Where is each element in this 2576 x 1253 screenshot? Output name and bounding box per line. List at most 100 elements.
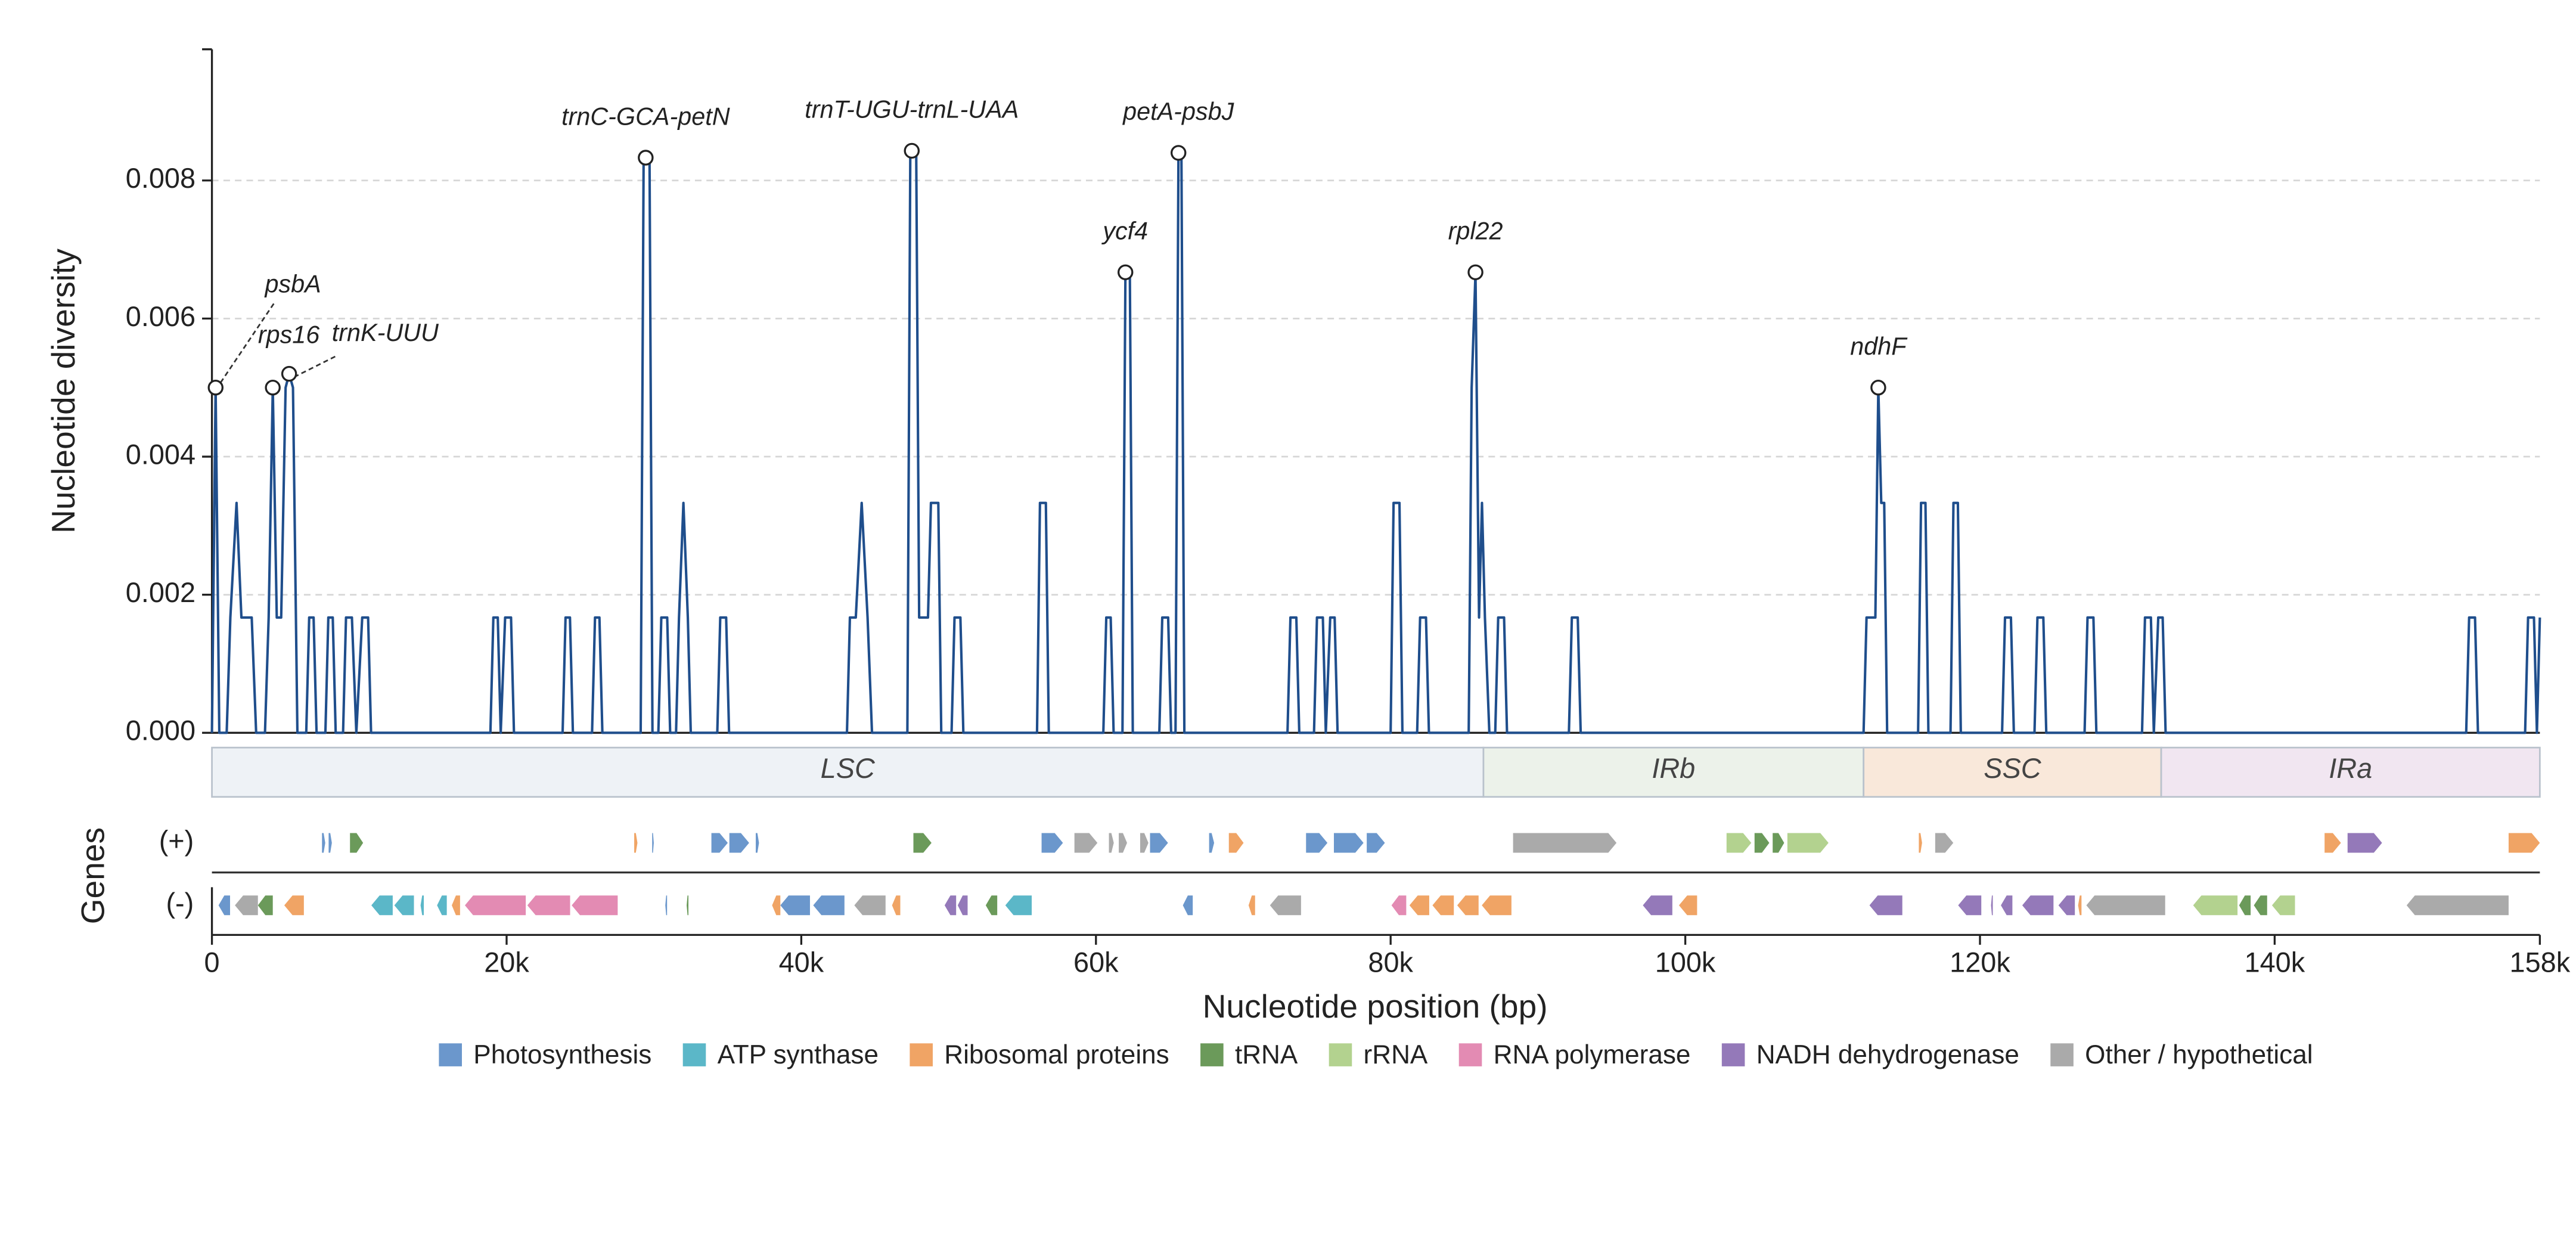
gene	[527, 895, 570, 916]
gene	[729, 833, 749, 853]
gene	[2078, 895, 2082, 916]
gene	[813, 895, 845, 916]
gene	[687, 895, 689, 916]
gene	[235, 895, 258, 916]
gene	[1787, 833, 1829, 853]
gene	[437, 895, 447, 916]
gene-track-title: Genes	[74, 827, 111, 924]
x-tick-label: 60k	[1073, 947, 1119, 978]
x-tick-label: 80k	[1368, 947, 1413, 978]
gene	[957, 895, 968, 916]
strand-label: (+)	[159, 825, 194, 856]
gene	[1270, 895, 1301, 916]
gene	[2406, 895, 2509, 916]
gene	[257, 895, 273, 916]
gene	[2508, 833, 2540, 853]
legend-label: tRNA	[1235, 1040, 1298, 1069]
gene	[1869, 895, 1902, 916]
legend-swatch	[1458, 1043, 1482, 1066]
peak-marker	[281, 365, 297, 382]
y-tick-label: 0.000	[126, 715, 195, 746]
x-tick-label: 0	[204, 947, 220, 978]
annotation-label: trnT-UGU-trnL-UAA	[805, 96, 1019, 123]
legend-label: ATP synthase	[718, 1040, 879, 1069]
gene	[1109, 833, 1114, 853]
region-label: LSC	[821, 753, 876, 784]
legend-swatch	[1200, 1043, 1224, 1066]
strand-label: (-)	[166, 888, 194, 919]
legend-label: RNA polymerase	[1494, 1040, 1691, 1069]
gene	[371, 895, 393, 916]
gene	[1041, 833, 1063, 853]
x-tick-label: 140k	[2245, 947, 2305, 978]
annotation-label: petA-psbJ	[1122, 98, 1234, 125]
annotation-label: trnK-UUU	[332, 319, 439, 346]
region-block	[1863, 746, 2162, 798]
gene	[711, 833, 728, 853]
gene	[2086, 895, 2165, 916]
gene	[2347, 833, 2382, 853]
legend-label: Ribosomal proteins	[944, 1040, 1169, 1069]
annotation-label: ndhF	[1850, 333, 1908, 360]
y-tick-label: 0.008	[126, 163, 195, 194]
gene	[1457, 895, 1479, 916]
peak-marker	[1467, 264, 1483, 281]
gene	[1306, 833, 1328, 853]
gene	[452, 895, 460, 916]
y-axis-label: Nucleotide diversity	[45, 249, 82, 534]
gene	[1248, 895, 1255, 916]
region-block	[2160, 746, 2541, 798]
gene	[1209, 833, 1215, 853]
gene	[1754, 833, 1770, 853]
peak-marker	[265, 379, 281, 396]
x-tick-label: 120k	[1950, 947, 2010, 978]
gene	[1228, 833, 1244, 853]
gene	[2254, 895, 2267, 916]
y-tick-label: 0.006	[126, 301, 195, 332]
gene	[572, 895, 618, 916]
gene	[1391, 895, 1407, 916]
region-label: IRb	[1652, 753, 1695, 784]
gene	[2271, 895, 2295, 916]
peak-marker	[1870, 379, 1886, 396]
legend-swatch	[1329, 1043, 1352, 1066]
legend-swatch	[910, 1043, 933, 1066]
legend-label: rRNA	[1364, 1040, 1428, 1069]
peak-marker	[1117, 264, 1134, 281]
legend-label: Other / hypothetical	[2085, 1040, 2313, 1069]
annotation-leader	[293, 355, 337, 378]
gene	[284, 895, 304, 916]
legend-swatch	[2050, 1043, 2074, 1066]
gene	[465, 895, 526, 916]
annotation-label: trnC-GCA-petN	[561, 103, 730, 130]
x-tick-label: 20k	[484, 947, 529, 978]
gene	[1183, 895, 1193, 916]
legend-swatch	[682, 1043, 706, 1066]
peak-marker	[904, 142, 920, 159]
gene	[634, 833, 638, 853]
gene	[756, 833, 759, 853]
gene	[2324, 833, 2341, 853]
gene	[1991, 895, 1993, 916]
gene	[2022, 895, 2054, 916]
gene	[2193, 895, 2238, 916]
gene	[350, 833, 364, 853]
x-axis-label: Nucleotide position (bp)	[1203, 988, 1548, 1025]
gene	[1678, 895, 1697, 916]
gene	[218, 895, 230, 916]
gene	[913, 833, 932, 853]
region-label: IRa	[2329, 753, 2372, 784]
gene	[1140, 833, 1149, 853]
gene	[1432, 895, 1454, 916]
gene	[854, 895, 886, 916]
peak-marker	[207, 379, 224, 396]
diversity-line	[210, 149, 2541, 734]
annotation-label: psbA	[263, 270, 321, 297]
x-tick-label: 158k	[2510, 947, 2571, 978]
gene	[1005, 895, 1032, 916]
gene	[2058, 895, 2075, 916]
gene	[1367, 833, 1385, 853]
y-tick-label: 0.002	[126, 577, 195, 608]
x-tick-label: 40k	[779, 947, 824, 978]
